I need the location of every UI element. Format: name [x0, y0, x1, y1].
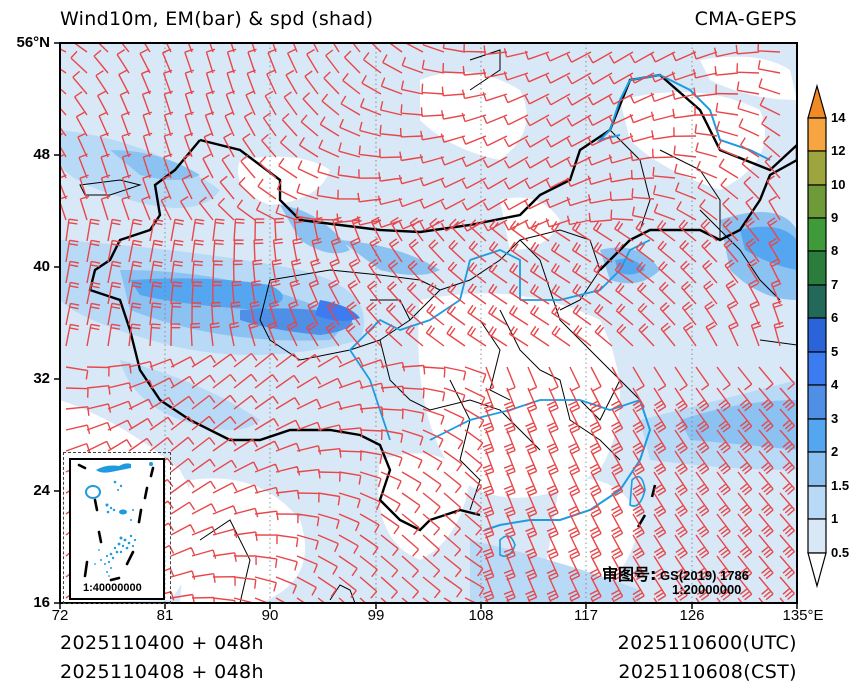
lon-label-90: 90 [261, 607, 279, 624]
approval-label: 审图号: [602, 565, 657, 584]
model-name: CMA-GEPS [694, 8, 797, 30]
colorbar-label: 4 [831, 377, 839, 392]
lat-label-40: 40 [33, 258, 50, 275]
lat-label-32: 32 [33, 370, 50, 387]
inset-frame-dashed [63, 452, 171, 604]
plot-frame [59, 42, 798, 604]
valid-time-cst: 2025110608(CST) [618, 661, 797, 683]
lon-label-108: 108 [468, 607, 494, 624]
colorbar-label: 2 [831, 444, 839, 459]
wind-barbs [60, 43, 795, 603]
map-scale-label: 1:20000000 [672, 582, 742, 597]
lon-label-135: 135°E [782, 607, 824, 624]
chart-title: Wind10m, EM(bar) & spd (shad) [60, 8, 374, 30]
colorbar-label: 8 [831, 243, 839, 258]
colorbar-label: 9 [831, 210, 839, 225]
lon-label-99: 99 [367, 607, 385, 624]
map-approval-number: 审图号: GS(2019) 1786 [602, 561, 749, 585]
lon-label-81: 81 [156, 607, 174, 624]
inset-islands [77, 462, 155, 582]
colorbar [807, 83, 827, 589]
lat-label-48: 48 [33, 146, 50, 163]
valid-time-utc: 2025110600(UTC) [617, 632, 797, 654]
lon-label-126: 126 [679, 607, 705, 624]
lon-label-117: 117 [574, 607, 598, 624]
colorbar-label: 14 [831, 110, 846, 125]
inset-scale-label: 1:40000000 [83, 582, 142, 594]
inset-map-south-china-sea: 1:40000000 [69, 458, 165, 600]
lon-label-72: 72 [51, 607, 69, 624]
colorbar-label: 0.5 [831, 545, 850, 560]
colorbar-label: 7 [831, 277, 839, 292]
colorbar-label: 10 [831, 177, 846, 192]
lat-label-16: 16 [33, 594, 50, 611]
init-time-cst: 2025110408 + 048h [60, 661, 264, 683]
colorbar-label: 5 [831, 344, 839, 359]
lat-label-24: 24 [33, 482, 50, 499]
colorbar-label: 6 [831, 310, 839, 325]
colorbar-label: 3 [831, 411, 839, 426]
colorbar-label: 12 [831, 143, 846, 158]
wind-barb-path [60, 43, 795, 603]
axis-ticks [54, 42, 798, 609]
init-time-utc: 2025110400 + 048h [60, 632, 264, 654]
approval-code: GS(2019) 1786 [660, 568, 749, 583]
colorbar-label: 1.5 [831, 478, 850, 493]
lat-label-56: 56°N [16, 34, 50, 51]
colorbar-label: 1 [831, 511, 839, 526]
